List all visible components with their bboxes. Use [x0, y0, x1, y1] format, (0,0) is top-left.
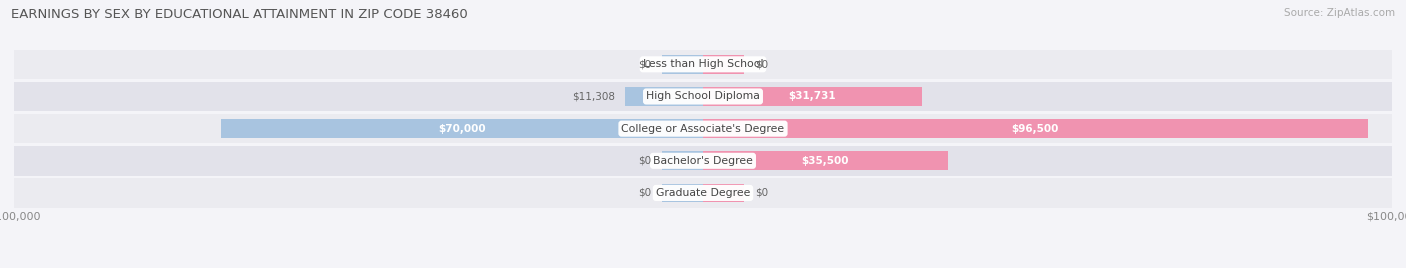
Legend: Male, Female: Male, Female	[637, 264, 769, 268]
Bar	[703, 151, 948, 170]
Bar	[703, 55, 744, 74]
Bar	[14, 82, 1392, 111]
Text: $0: $0	[755, 188, 768, 198]
Text: $0: $0	[638, 156, 651, 166]
Text: $96,500: $96,500	[1012, 124, 1059, 134]
Text: Graduate Degree: Graduate Degree	[655, 188, 751, 198]
Bar	[662, 184, 703, 202]
Bar	[703, 87, 921, 106]
Bar	[14, 146, 1392, 176]
Bar	[14, 114, 1392, 143]
Text: College or Associate's Degree: College or Associate's Degree	[621, 124, 785, 134]
Text: High School Diploma: High School Diploma	[647, 91, 759, 102]
Text: $11,308: $11,308	[572, 91, 614, 102]
Text: $35,500: $35,500	[801, 156, 849, 166]
Text: Source: ZipAtlas.com: Source: ZipAtlas.com	[1284, 8, 1395, 18]
Text: EARNINGS BY SEX BY EDUCATIONAL ATTAINMENT IN ZIP CODE 38460: EARNINGS BY SEX BY EDUCATIONAL ATTAINMEN…	[11, 8, 468, 21]
Bar	[703, 184, 744, 202]
Bar	[703, 119, 1368, 138]
Bar	[662, 151, 703, 170]
Text: $0: $0	[638, 59, 651, 69]
Bar	[14, 50, 1392, 79]
Bar	[14, 178, 1392, 208]
Text: $0: $0	[638, 188, 651, 198]
Bar	[662, 55, 703, 74]
Bar	[221, 119, 703, 138]
Text: Less than High School: Less than High School	[643, 59, 763, 69]
Text: $0: $0	[755, 59, 768, 69]
Bar	[626, 87, 703, 106]
Text: $70,000: $70,000	[439, 124, 485, 134]
Text: Bachelor's Degree: Bachelor's Degree	[652, 156, 754, 166]
Text: $31,731: $31,731	[789, 91, 837, 102]
